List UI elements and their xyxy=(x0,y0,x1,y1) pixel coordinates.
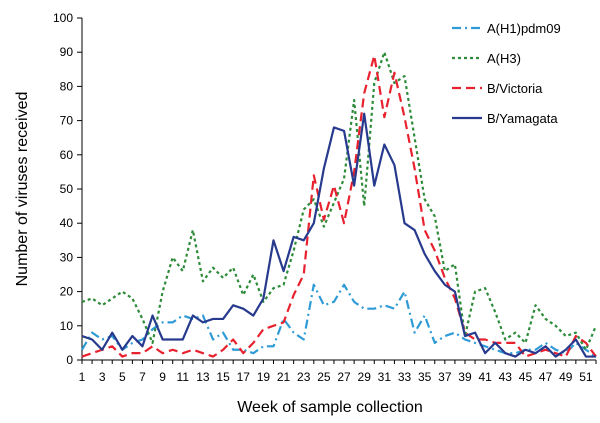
x-tick-label: 29 xyxy=(358,370,372,384)
y-tick-label: 90 xyxy=(60,45,74,59)
series-lines xyxy=(81,51,598,358)
x-tick-label: 7 xyxy=(139,370,146,384)
x-tick-label: 45 xyxy=(519,370,533,384)
legend: A(H1)pdm09 A(H3) B/Victoria B/Yamagata xyxy=(452,21,561,126)
x-tick-label: 51 xyxy=(579,370,593,384)
series-line-1 xyxy=(81,51,598,351)
x-tick-label: 37 xyxy=(438,370,452,384)
x-tick-label: 33 xyxy=(398,370,412,384)
x-tick-label: 15 xyxy=(216,370,230,384)
x-tick-label: 19 xyxy=(257,370,271,384)
x-tick-label: 9 xyxy=(159,370,166,384)
x-tick-label: 47 xyxy=(539,370,553,384)
y-tick-label: 50 xyxy=(60,182,74,196)
x-tick-label: 49 xyxy=(559,370,573,384)
y-ticks: 0 10 20 30 40 50 60 70 80 90 100 xyxy=(53,11,82,367)
x-tick-label: 27 xyxy=(337,370,351,384)
y-tick-label: 0 xyxy=(66,353,73,367)
y-tick-label: 10 xyxy=(60,319,74,333)
y-tick-label: 30 xyxy=(60,250,74,264)
x-tick-label: 1 xyxy=(79,370,86,384)
x-axis-title: Week of sample collection xyxy=(237,399,423,416)
y-tick-label: 70 xyxy=(60,114,74,128)
x-tick-label: 43 xyxy=(499,370,513,384)
x-ticks: 1 3 5 7 9 11 13 15 17 19 21 23 25 27 29 31 33 35 37 39 41 43 4… xyxy=(79,360,597,384)
x-tick-label: 17 xyxy=(237,370,251,384)
x-tick-label: 11 xyxy=(177,370,190,384)
x-tick-label: 13 xyxy=(196,370,210,384)
series-line-2 xyxy=(81,54,597,358)
y-tick-label: 40 xyxy=(60,216,74,230)
legend-label-3: B/Yamagata xyxy=(487,111,558,126)
series-line-0 xyxy=(81,283,597,358)
x-tick-label: 23 xyxy=(297,370,311,384)
x-tick-label: 25 xyxy=(317,370,331,384)
y-tick-label: 60 xyxy=(60,148,74,162)
legend-label-2: B/Victoria xyxy=(487,81,543,96)
x-tick-label: 41 xyxy=(478,370,492,384)
y-tick-label: 80 xyxy=(60,79,74,93)
legend-label-1: A(H3) xyxy=(487,51,521,66)
series-line-3 xyxy=(81,112,596,358)
x-tick-label: 5 xyxy=(119,370,126,384)
x-tick-label: 21 xyxy=(277,370,291,384)
x-tick-label: 31 xyxy=(378,370,392,384)
y-tick-label: 100 xyxy=(53,11,73,25)
x-tick-label: 3 xyxy=(99,370,106,384)
y-tick-label: 20 xyxy=(60,285,74,299)
legend-label-0: A(H1)pdm09 xyxy=(487,21,561,36)
y-axis-title: Number of viruses received xyxy=(14,92,31,287)
x-tick-label: 39 xyxy=(458,370,472,384)
x-tick-label: 35 xyxy=(418,370,432,384)
